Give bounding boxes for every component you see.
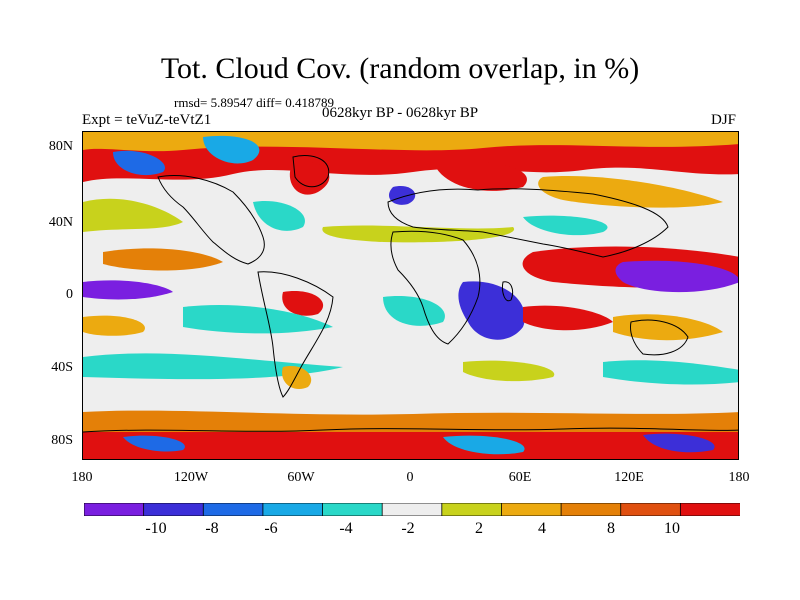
x-tick-60w: 60W [287, 470, 315, 485]
x-tick-120w: 120W [173, 470, 209, 485]
colorbar-label-3: -4 [339, 520, 353, 537]
south-america-coast [257, 271, 334, 398]
antarctic-blue-patch-2 [643, 433, 715, 453]
map-panel [82, 131, 739, 460]
europe-blue-patch [388, 185, 416, 205]
y-tick-80n: 80N [48, 139, 73, 154]
madagascar-coast [502, 281, 514, 302]
x-tick-120e: 120E [614, 470, 644, 485]
tropical-pacific-orange [103, 248, 223, 271]
wpacific-purple-patch [615, 260, 738, 293]
y-tick-eq: 0 [66, 287, 73, 302]
colorbar-swatch-4 [322, 503, 384, 516]
africa-blue-patch [458, 281, 525, 340]
cloud-cover-map [83, 132, 738, 459]
greenland-red-patch [289, 161, 330, 195]
chart-title: Tot. Cloud Cov. (random overlap, in %) [160, 52, 640, 85]
greenland-coast [292, 155, 330, 188]
stats-label: rmsd= 5.89547 diff= 0.418789 [174, 95, 334, 110]
colorbar-swatch-5 [381, 503, 443, 516]
colorbar [84, 503, 740, 516]
epacific-purple-patch [83, 280, 173, 300]
asia-orange-band [538, 176, 723, 208]
colorbar-label-8: 10 [664, 520, 680, 537]
colorbar-label-2: -6 [264, 520, 278, 537]
x-tick-180e: 180 [728, 470, 750, 485]
amazon-red-patch [282, 291, 324, 316]
atlantic-cyan-patch [253, 201, 305, 231]
colorbar-label-7: 8 [607, 520, 615, 537]
satlantic-cyan-patch [383, 296, 445, 326]
china-cyan-patch [523, 215, 608, 236]
australia-coast [630, 319, 689, 356]
spacific-cyan-band [183, 304, 333, 334]
colorbar-label-5: 2 [475, 520, 483, 537]
colorbar-label-1: -8 [205, 520, 219, 537]
y-tick-40s: 40S [51, 360, 73, 375]
colorbar-swatch-6 [441, 503, 503, 516]
sopacific-cyan-band [603, 360, 738, 385]
x-tick-0: 0 [406, 470, 414, 485]
arctic-cyan-patch [203, 135, 260, 164]
y-tick-80s: 80S [51, 433, 73, 448]
colorbar-swatch-3 [262, 503, 324, 516]
antarctic-red-band [83, 432, 738, 459]
period-label: 0628kyr BP - 0628kyr BP [322, 105, 479, 121]
antarctica-coast [83, 427, 738, 433]
colorbar-swatch-8 [560, 503, 622, 516]
colorbar-swatch-0 [84, 503, 145, 516]
cloud-cover-field [83, 132, 738, 459]
coastlines [83, 155, 738, 433]
natlantic-yellow-band [322, 225, 515, 243]
spacific-orange-patch [83, 315, 145, 336]
antarctic-cyan-patch [443, 435, 525, 455]
npacific-yellow-patch [83, 198, 183, 232]
antarctic-blue-patch-1 [123, 435, 185, 452]
x-tick-180w: 180 [71, 470, 93, 485]
x-tick-60e: 60E [508, 470, 532, 485]
arctic-blue-patch [113, 150, 165, 176]
sindian-yellow-patch [463, 360, 555, 382]
eurasia-coast [387, 188, 669, 258]
colorbar-swatch-9 [620, 503, 682, 516]
africa-coast [390, 230, 481, 345]
north-america-coast [157, 174, 265, 265]
colorbar-label-0: -10 [145, 520, 167, 537]
southern-cyan-band [83, 353, 343, 380]
siberia-red-patch [433, 160, 527, 191]
australia-orange-patch [613, 314, 723, 341]
experiment-label: Expt = teVuZ-teVtZ1 [82, 112, 212, 128]
y-tick-40n: 40N [48, 215, 73, 230]
colorbar-swatch-2 [202, 503, 264, 516]
season-label: DJF [711, 112, 737, 128]
indian-ocean-red-patch [523, 305, 613, 331]
colorbar-swatch-1 [143, 503, 205, 516]
patagonia-orange-patch [282, 366, 312, 390]
antarctic-orange-band [83, 410, 738, 435]
colorbar-swatch-7 [501, 503, 562, 516]
colorbar-label-6: 4 [538, 520, 546, 537]
colorbar-swatch-10 [679, 503, 740, 516]
colorbar-label-4: -2 [401, 520, 415, 537]
